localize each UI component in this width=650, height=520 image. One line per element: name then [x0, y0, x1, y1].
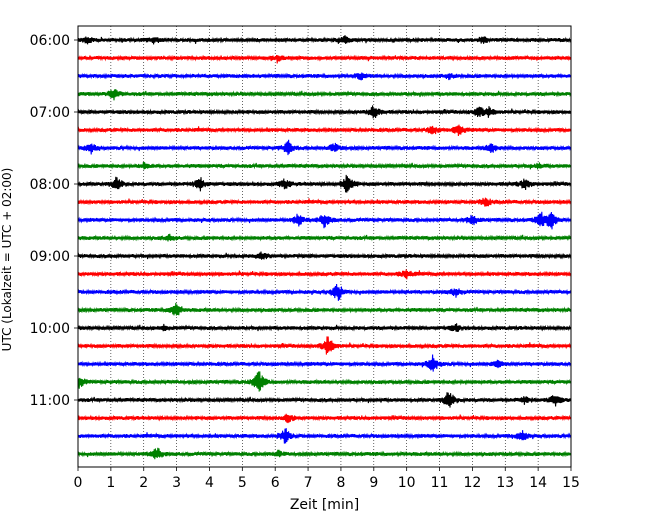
- x-tick-label: 5: [238, 475, 247, 491]
- x-tick-label: 0: [74, 475, 83, 491]
- trace-row-16: [77, 323, 572, 333]
- trace-row-21: [77, 413, 572, 424]
- y-tick-label: 06:00: [30, 33, 70, 49]
- y-axis: 06:00 07:00 08:00 09:00 10:00 11:00: [30, 33, 78, 409]
- trace-row-3: [77, 89, 572, 101]
- x-tick-label: 4: [205, 475, 214, 491]
- trace-row-19: [77, 371, 572, 392]
- x-tick-label: 14: [529, 475, 547, 491]
- x-tick-label: 6: [271, 475, 280, 491]
- x-tick-label: 10: [398, 475, 416, 491]
- trace-row-13: [77, 269, 572, 280]
- trace-row-12: [77, 251, 572, 260]
- trace-row-2: [77, 72, 572, 81]
- y-tick-label: 08:00: [30, 177, 70, 193]
- trace-row-7: [77, 161, 572, 170]
- trace-row-0: [77, 35, 572, 45]
- x-tick-label: 2: [139, 475, 148, 491]
- x-tick-label: 7: [304, 475, 313, 491]
- y-tick-label: 09:00: [30, 249, 70, 265]
- x-axis: 0 1 2 3 4 5 6 7 8 9 10 11 12 13 14 15: [74, 467, 580, 491]
- trace-row-17: [77, 336, 572, 355]
- trace-row-6: [77, 139, 572, 156]
- trace-row-23: [77, 447, 572, 460]
- trace-row-8: [77, 174, 572, 193]
- y-axis-label: UTC (Lokalzeit = UTC + 02:00): [0, 168, 14, 352]
- trace-row-15: [77, 302, 572, 316]
- trace-row-14: [77, 284, 572, 301]
- plot-frame: [77, 25, 572, 468]
- trace-row-5: [77, 124, 572, 136]
- x-tick-label: 3: [172, 475, 181, 491]
- x-tick-label: 1: [106, 475, 115, 491]
- trace-row-11: [77, 233, 572, 242]
- trace-row-22: [77, 428, 572, 444]
- x-tick-label: 8: [336, 475, 345, 491]
- x-tick-label: 9: [369, 475, 378, 491]
- trace-row-20: [77, 392, 572, 408]
- y-tick-label: 10:00: [30, 321, 70, 337]
- y-tick-label: 11:00: [30, 393, 70, 409]
- x-tick-label: 11: [431, 475, 449, 491]
- x-axis-label: Zeit [min]: [290, 497, 359, 513]
- trace-layer: [77, 35, 572, 460]
- trace-row-1: [77, 54, 572, 64]
- x-tick-label: 15: [562, 475, 580, 491]
- y-tick-label: 07:00: [30, 105, 70, 121]
- x-tick-label: 12: [463, 475, 481, 491]
- trace-row-18: [77, 354, 572, 372]
- trace-row-10: [77, 211, 572, 230]
- trace-row-4: [77, 105, 572, 119]
- trace-row-9: [77, 197, 572, 207]
- x-tick-label: 13: [496, 475, 514, 491]
